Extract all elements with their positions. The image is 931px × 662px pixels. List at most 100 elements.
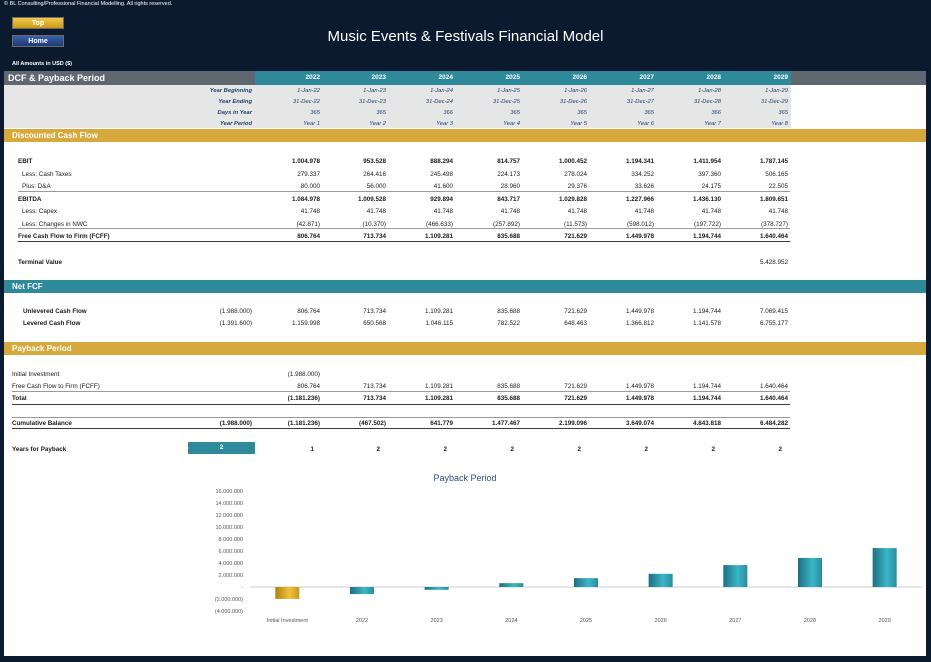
table-cell[interactable]: 713.734 (363, 395, 386, 402)
table-cell[interactable]: 2 (577, 446, 581, 453)
table-cell[interactable]: 1.194.744 (692, 233, 721, 240)
table-cell[interactable]: (10.370) (362, 221, 386, 228)
table-cell[interactable]: 1.009.528 (357, 196, 386, 203)
table-cell[interactable]: 953.528 (363, 158, 386, 165)
period-value[interactable]: 1-Jan-27 (631, 88, 654, 94)
period-value[interactable]: 365 (376, 110, 386, 116)
period-value[interactable]: 31-Dec-27 (626, 99, 654, 105)
table-cell[interactable]: 33.626 (634, 183, 654, 190)
chart-bar[interactable] (723, 565, 748, 587)
period-value[interactable]: 365 (577, 110, 587, 116)
table-cell[interactable]: 41.748 (433, 208, 453, 215)
table-cell[interactable]: 245.498 (430, 171, 453, 178)
table-cell[interactable]: 1.046.115 (425, 320, 453, 327)
table-cell[interactable]: 1.194.341 (625, 158, 654, 165)
period-value[interactable]: 31-Dec-22 (292, 99, 320, 105)
table-cell[interactable]: (1.181.236) (287, 395, 320, 402)
table-cell[interactable]: 835.688 (497, 233, 520, 240)
period-value[interactable]: 366 (711, 110, 721, 116)
table-cell[interactable]: 6.484.282 (759, 420, 788, 427)
period-value[interactable]: Year 8 (771, 121, 788, 127)
table-cell[interactable]: 721.629 (564, 383, 587, 390)
period-value[interactable]: 365 (510, 110, 520, 116)
period-value[interactable]: 1-Jan-23 (363, 88, 386, 94)
table-cell[interactable]: 41.600 (433, 183, 453, 190)
table-cell[interactable]: (197.722) (694, 221, 721, 228)
table-cell[interactable]: 278.024 (564, 171, 587, 178)
year-header[interactable]: 2027 (639, 74, 654, 81)
table-cell[interactable]: 24.175 (701, 183, 721, 190)
table-cell[interactable]: 41.748 (567, 208, 587, 215)
table-cell[interactable]: 7.069.415 (759, 308, 788, 315)
table-cell[interactable]: 1.194.744 (692, 383, 721, 390)
table-cell[interactable]: (257.892) (493, 221, 520, 228)
year-header[interactable]: 2022 (305, 74, 320, 81)
table-cell[interactable]: 1.477.467 (491, 420, 520, 427)
period-value[interactable]: 1-Jan-24 (430, 88, 453, 94)
period-value[interactable]: 1-Jan-25 (497, 88, 520, 94)
table-cell[interactable]: 1.411.954 (693, 158, 721, 165)
table-cell[interactable]: 56.000 (366, 183, 386, 190)
chart-bar[interactable] (275, 587, 300, 599)
table-cell[interactable]: 264.416 (363, 171, 386, 178)
table-cell[interactable]: 835.688 (497, 395, 520, 402)
period-value[interactable]: 31-Dec-24 (425, 99, 453, 105)
year-header[interactable]: 2024 (438, 74, 453, 81)
table-cell[interactable]: 2.199.096 (558, 420, 587, 427)
table-cell[interactable]: 713.734 (363, 233, 386, 240)
terminal-value[interactable]: 5.428.952 (759, 259, 788, 266)
period-value[interactable]: 365 (778, 110, 788, 116)
period-value[interactable]: 366 (443, 110, 453, 116)
chart-bar[interactable] (499, 583, 524, 587)
table-cell[interactable]: 1.194.744 (692, 308, 721, 315)
chart-bar[interactable] (798, 557, 822, 587)
table-cell[interactable]: 1.084.978 (291, 196, 320, 203)
table-cell[interactable]: 888.294 (430, 158, 453, 165)
table-cell[interactable]: 1.809.651 (759, 196, 788, 203)
table-cell[interactable]: 806.764 (297, 308, 320, 315)
table-cell[interactable]: (1.181.236) (287, 420, 320, 427)
table-cell[interactable]: 1.029.828 (558, 196, 587, 203)
table-cell[interactable]: 6.755.177 (759, 320, 788, 327)
table-cell[interactable]: 1.194.744 (692, 395, 721, 402)
table-cell[interactable]: 2 (711, 446, 715, 453)
table-cell[interactable]: 806.764 (297, 233, 320, 240)
table-cell[interactable]: 29.376 (567, 183, 587, 190)
chart-bar[interactable] (350, 587, 374, 595)
period-value[interactable]: Year 1 (303, 121, 320, 127)
table-cell[interactable]: 1.640.464 (759, 395, 788, 402)
period-value[interactable]: 1-Jan-29 (765, 88, 788, 94)
year-header[interactable]: 2029 (773, 74, 788, 81)
table-cell[interactable]: (42.871) (296, 221, 320, 228)
period-value[interactable]: Year 4 (503, 121, 520, 127)
table-cell[interactable]: 1.449.978 (625, 395, 654, 402)
table-cell[interactable]: 721.629 (564, 233, 587, 240)
period-value[interactable]: 1-Jan-28 (698, 88, 721, 94)
table-cell[interactable]: 1.109.281 (424, 395, 453, 402)
table-cell[interactable]: 641.779 (430, 420, 453, 427)
table-cell[interactable]: 1.640.464 (759, 233, 788, 240)
table-cell[interactable]: 1.640.464 (759, 383, 788, 390)
period-value[interactable]: 31-Dec-25 (492, 99, 520, 105)
table-cell[interactable]: (11.573) (564, 221, 587, 228)
table-cell[interactable]: 2 (376, 446, 380, 453)
table-cell[interactable]: 2 (510, 446, 514, 453)
table-cell[interactable]: 1.109.281 (424, 308, 453, 315)
table-cell[interactable]: 814.757 (497, 158, 520, 165)
table-cell[interactable]: (466.633) (426, 221, 453, 228)
chart-bar[interactable] (424, 587, 449, 590)
table-cell[interactable]: 397.360 (698, 171, 721, 178)
table-cell[interactable]: 843.717 (497, 196, 520, 203)
table-cell[interactable]: 1.159.998 (291, 320, 320, 327)
table-cell[interactable]: 1.227.966 (625, 196, 654, 203)
table-cell[interactable]: 782.522 (497, 320, 520, 327)
table-cell[interactable]: 650.568 (363, 320, 386, 327)
table-cell[interactable]: 22.505 (768, 183, 788, 190)
table-cell[interactable]: 713.734 (363, 308, 386, 315)
table-cell[interactable]: 721.629 (564, 308, 587, 315)
table-cell[interactable]: 835.688 (497, 308, 520, 315)
period-value[interactable]: 365 (644, 110, 654, 116)
table-cell[interactable]: (467.502) (359, 420, 386, 427)
table-cell[interactable]: 506.165 (765, 171, 788, 178)
period-value[interactable]: Year 3 (436, 121, 453, 127)
